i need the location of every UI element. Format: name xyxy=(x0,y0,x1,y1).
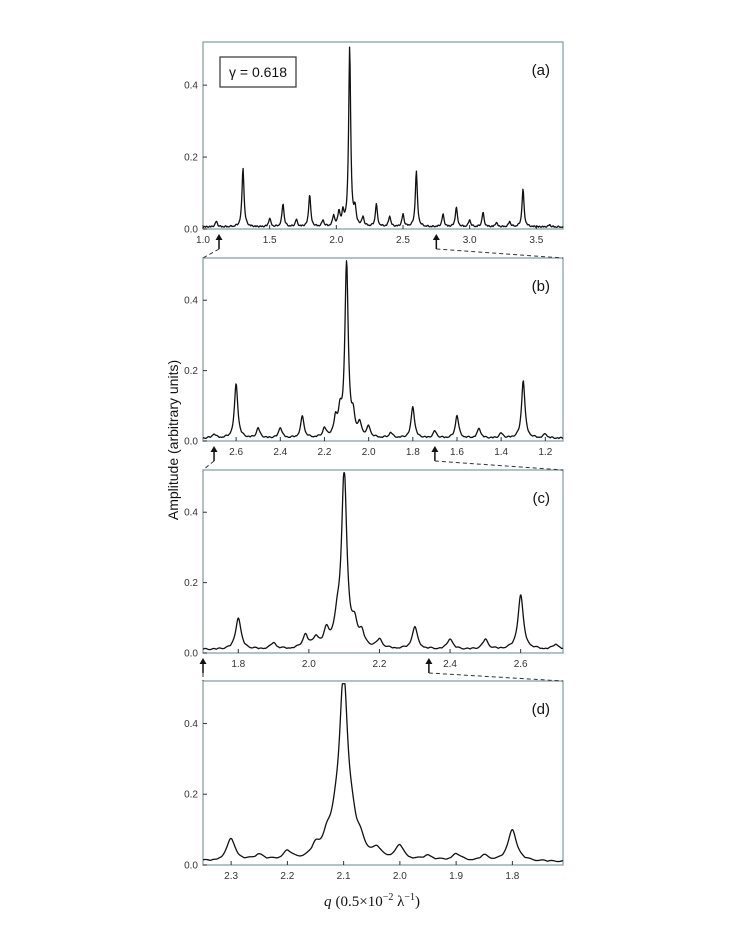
legend: γ = 0.618 xyxy=(219,56,297,88)
x-axis-label-exponent-2: −1 xyxy=(404,892,415,903)
y-tick-label: 0.0 xyxy=(184,437,198,448)
plot-frame xyxy=(202,257,564,442)
plot-frame xyxy=(202,680,564,866)
x-tick-label: 2.4 xyxy=(443,659,457,670)
x-tick-label: 1.2 xyxy=(538,447,552,458)
x-tick-label: 3.0 xyxy=(463,235,477,246)
plot-frame xyxy=(202,469,564,654)
y-tick-label: 0.0 xyxy=(184,649,198,660)
y-tick-label: 0.4 xyxy=(184,508,198,519)
panel-label: (b) xyxy=(532,278,550,295)
series-line xyxy=(202,683,564,863)
x-tick-label: 1.8 xyxy=(406,447,420,458)
x-axis-label: q (0.5×10−2 λ−1) xyxy=(324,892,420,910)
legend-text: γ = 0.618 xyxy=(229,64,287,80)
range-arrowhead xyxy=(215,234,223,240)
x-tick-label: 2.2 xyxy=(373,659,387,670)
zoom-connectors xyxy=(202,248,564,682)
zoom-line-right xyxy=(434,460,564,471)
x-tick-label: 2.0 xyxy=(329,235,343,246)
y-axis-label: Amplitude (arbitrary units) xyxy=(165,360,181,520)
y-tick-label: 0.2 xyxy=(184,153,198,164)
panel-label: (a) xyxy=(532,62,550,79)
x-tick-label: 1.9 xyxy=(449,871,463,882)
x-tick-label: 1.4 xyxy=(494,447,508,458)
x-axis-label-units: (0.5×10 xyxy=(335,894,382,910)
zoom-line-left xyxy=(202,460,215,471)
x-tick-label: 1.0 xyxy=(196,235,210,246)
x-tick-label: 2.1 xyxy=(337,871,351,882)
panel-label: (c) xyxy=(533,490,551,507)
x-tick-label: 3.5 xyxy=(529,235,543,246)
range-arrowhead xyxy=(431,446,439,452)
x-axis-label-exponent: −2 xyxy=(383,892,394,903)
x-tick-label: 2.6 xyxy=(229,447,243,458)
series-line xyxy=(202,46,564,229)
y-tick-label: 0.4 xyxy=(184,719,198,730)
legend-box xyxy=(219,56,297,88)
series-line xyxy=(202,472,564,651)
panel-a: 0.0 0.2 0.4 1.0 1.5 2.0 2.5 3.0 3.5 (a) xyxy=(184,41,564,249)
x-tick-label: 1.8 xyxy=(231,659,245,670)
x-tick-label: 2.0 xyxy=(302,659,316,670)
x-tick-label: 2.2 xyxy=(280,871,294,882)
x-tick-label: 2.5 xyxy=(396,235,410,246)
x-tick-label: 2.0 xyxy=(362,447,376,458)
panel-label: (d) xyxy=(532,701,550,718)
zoom-line-right xyxy=(428,672,564,682)
x-tick-label: 2.2 xyxy=(318,447,332,458)
panel-b: 0.0 0.2 0.4 2.6 2.4 2.2 2.0 1.8 1.6 1.4 1.2 (b) xyxy=(184,257,564,461)
y-tick-label: 0.0 xyxy=(184,225,198,236)
x-tick-label: 1.8 xyxy=(505,871,519,882)
x-tick-label: 1.6 xyxy=(450,447,464,458)
y-tick-label: 0.4 xyxy=(184,296,198,307)
panels-group: 0.0 0.2 0.4 1.0 1.5 2.0 2.5 3.0 3.5 (a) 0.0 0.2 0.4 2… xyxy=(184,41,564,882)
y-tick-label: 0.2 xyxy=(184,790,198,801)
x-axis-label-close: ) xyxy=(415,894,420,910)
x-tick-label: 2.3 xyxy=(224,871,238,882)
range-arrowhead xyxy=(425,658,433,664)
x-tick-label: 2.0 xyxy=(393,871,407,882)
panel-c: 0.0 0.2 0.4 1.8 2.0 2.2 2.4 2.6 (c) xyxy=(184,469,564,673)
range-arrowhead xyxy=(210,446,218,452)
x-axis-label-variable: q xyxy=(324,894,332,910)
y-tick-label: 0.0 xyxy=(184,861,198,872)
x-tick-label: 2.4 xyxy=(273,447,287,458)
zoom-line-right xyxy=(436,248,564,259)
zoom-line-left xyxy=(202,248,220,259)
panel-d: 0.0 0.2 0.4 2.3 2.2 2.1 2.0 1.9 1.8 (d) xyxy=(184,680,564,882)
x-axis-label-lambda: λ xyxy=(393,894,405,910)
range-arrowhead xyxy=(199,658,207,664)
y-tick-label: 0.2 xyxy=(184,578,198,589)
x-tick-label: 2.6 xyxy=(514,659,528,670)
x-tick-label: 1.5 xyxy=(263,235,277,246)
series-line xyxy=(202,260,564,440)
plot-frame xyxy=(202,41,564,230)
range-arrowhead xyxy=(432,234,440,240)
y-tick-label: 0.2 xyxy=(184,366,198,377)
y-tick-label: 0.4 xyxy=(184,81,198,92)
